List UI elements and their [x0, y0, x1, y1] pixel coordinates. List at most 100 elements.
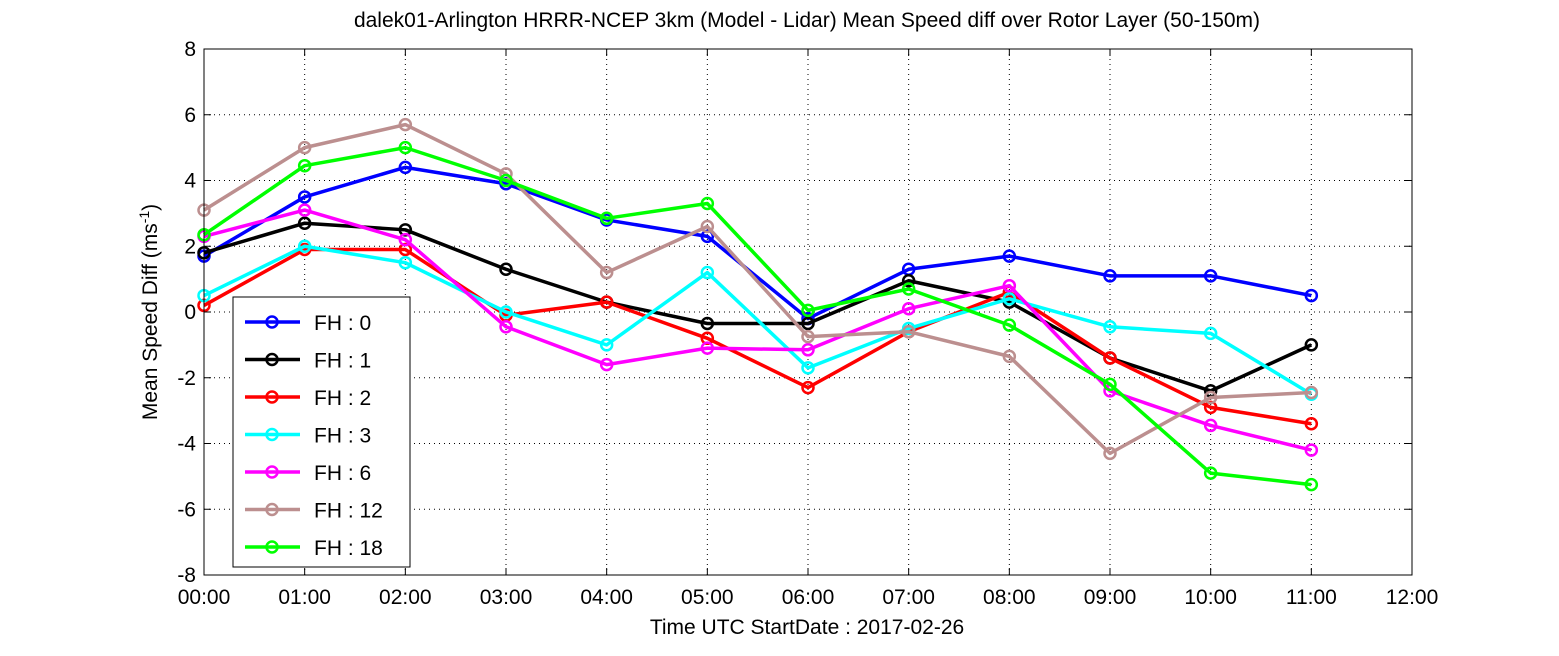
- data-point: [599, 338, 614, 352]
- series-5: [197, 117, 1319, 461]
- data-point: [499, 262, 513, 277]
- x-tick-label: 05:00: [681, 586, 734, 609]
- x-tick-label: 10:00: [1184, 586, 1237, 609]
- legend-entry-label: FH : 1: [314, 350, 371, 373]
- data-point: [599, 211, 614, 226]
- data-point: [901, 274, 916, 288]
- data-point: [1203, 326, 1218, 341]
- x-tick-label: 09:00: [1084, 586, 1137, 609]
- y-axis-label-sup: -1: [136, 211, 152, 224]
- x-tick-label: 03:00: [480, 586, 533, 609]
- x-tick-label: 06:00: [782, 586, 835, 609]
- data-point: [1103, 320, 1117, 334]
- x-tick-label: 12:00: [1386, 586, 1439, 609]
- data-point: [297, 203, 312, 217]
- legend-swatch-marker: [265, 465, 279, 479]
- y-tick-label: 8: [184, 38, 196, 61]
- legend-swatch-marker: [265, 502, 279, 517]
- y-tick-label: -8: [177, 564, 196, 587]
- series-3: [197, 239, 1319, 401]
- data-point: [801, 329, 815, 344]
- data-point: [1304, 477, 1319, 492]
- series-line: [203, 244, 1313, 396]
- data-point: [700, 265, 715, 280]
- series-line: [203, 221, 1313, 393]
- y-tick-label: 4: [184, 170, 196, 193]
- data-point: [1203, 390, 1218, 405]
- series-line: [203, 208, 1312, 452]
- legend-swatch-marker: [265, 390, 279, 404]
- data-point: [1304, 417, 1319, 431]
- y-tick-label: -4: [177, 433, 196, 456]
- data-point: [1002, 292, 1017, 306]
- data-point: [700, 316, 715, 331]
- data-point: [499, 305, 513, 319]
- data-point: [599, 357, 614, 372]
- y-axis-label-main: Mean Speed Diff (ms: [139, 223, 162, 420]
- x-tick-label: 07:00: [882, 586, 935, 609]
- data-point: [801, 380, 815, 395]
- data-point: [297, 190, 312, 204]
- legend-entry-label: FH : 12: [314, 500, 383, 523]
- x-tick-label: 04:00: [580, 586, 633, 609]
- data-point: [599, 295, 614, 309]
- x-tick-label: 00:00: [178, 586, 231, 609]
- legend-swatch-marker: [265, 352, 279, 367]
- legend-swatch-marker: [265, 315, 279, 329]
- legend-entry-label: FH : 18: [314, 537, 383, 560]
- data-point: [700, 196, 715, 211]
- series-6: [197, 140, 1319, 492]
- data-point: [1002, 349, 1017, 364]
- ticks: [203, 48, 1413, 576]
- data-point: [801, 303, 815, 318]
- data-point: [801, 343, 815, 357]
- x-tick-label: 01:00: [278, 586, 331, 609]
- y-axis-label: Mean Speed Diff (ms-1): [136, 204, 162, 420]
- y-tick-label: -2: [177, 367, 196, 390]
- data-point: [801, 361, 815, 375]
- data-point: [398, 140, 413, 155]
- data-point: [398, 255, 413, 270]
- data-point: [901, 324, 916, 339]
- data-point: [499, 173, 513, 188]
- data-point: [1304, 288, 1319, 303]
- data-point: [599, 265, 614, 280]
- series-line: [203, 247, 1312, 426]
- legend-entry-label: FH : 6: [314, 462, 371, 485]
- data-point: [297, 239, 312, 253]
- data-point: [700, 219, 715, 234]
- data-point: [1002, 318, 1017, 332]
- legend: FH : 0 FH : 1 FH : 2 FH : 3 FH : 6 FH : 12 FH …: [232, 296, 411, 568]
- y-tick-label: 2: [184, 235, 196, 258]
- data-point: [398, 117, 413, 132]
- legend-entry-label: FH : 0: [314, 312, 371, 335]
- data-point: [297, 140, 312, 155]
- data-point: [1203, 418, 1218, 433]
- y-tick-label: 0: [184, 301, 196, 324]
- data-point: [1203, 269, 1218, 283]
- x-axis-label: Time UTC StartDate : 2017-02-26: [650, 616, 964, 639]
- data-point: [1103, 269, 1117, 283]
- data-point: [1304, 443, 1319, 457]
- data-point: [1103, 377, 1117, 392]
- data-point: [1304, 385, 1319, 400]
- data-point: [297, 216, 312, 230]
- series-line: [203, 165, 1312, 321]
- data-point: [1103, 446, 1117, 461]
- x-tick-labels: 00:00 01:00 02:00 03:00 04:00 05:00 06:00 07:00…: [178, 586, 1439, 609]
- y-tick-labels: -8 -6 -4 -2 0 2 4 6 8: [177, 38, 196, 587]
- data-point: [398, 160, 413, 175]
- data-point: [1002, 249, 1017, 263]
- legend-box: [232, 296, 411, 568]
- y-axis-label-end: ): [139, 204, 162, 211]
- legend-entry-label: FH : 3: [314, 425, 371, 448]
- series-line: [203, 122, 1312, 456]
- data-point: [297, 158, 312, 173]
- data-point: [499, 320, 513, 334]
- series-line: [203, 145, 1312, 487]
- y-tick-label: -6: [177, 498, 196, 521]
- y-tick-label: 6: [184, 104, 196, 127]
- legend-entry-label: FH : 2: [314, 387, 371, 410]
- data-point: [1203, 466, 1218, 480]
